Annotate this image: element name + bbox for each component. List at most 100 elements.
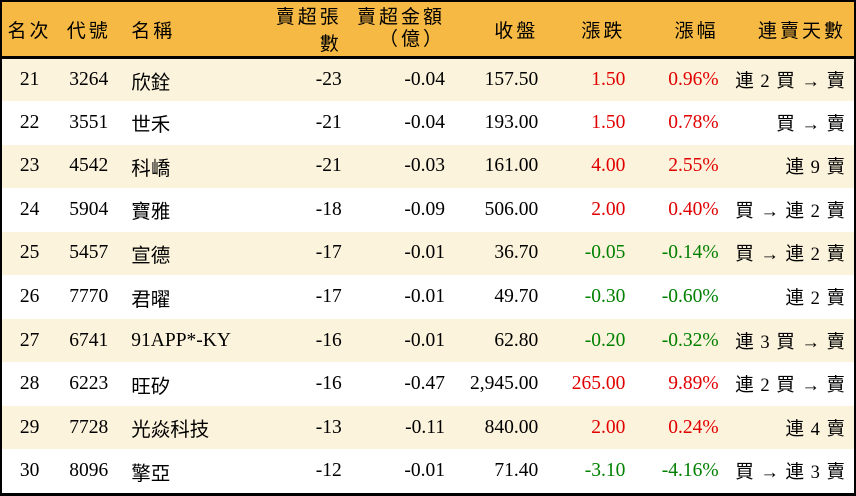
cell-amount: -0.01	[404, 460, 446, 482]
cell-streak: 連 9 賣	[785, 158, 846, 179]
header-rank: 名次	[2, 2, 58, 59]
cell-amount: -0.01	[404, 286, 446, 307]
cell-change-pct: 0.78%	[668, 111, 719, 133]
cell-close: 157.50	[484, 69, 539, 91]
cell-code: 5904	[69, 198, 109, 220]
cell-close: 71.40	[494, 460, 539, 482]
cell-name: 世禾	[131, 115, 171, 137]
cell-name: 君曜	[131, 289, 171, 311]
cell-name: 旺矽	[131, 376, 171, 398]
header-net-sell-amount-line1: 賣超金額	[357, 7, 446, 29]
cell-change-pct: -4.16%	[661, 460, 719, 482]
cell-amount: -0.01	[404, 242, 446, 264]
cell-name: 寶雅	[131, 202, 171, 224]
cell-streak: 買 → 連 2 賣	[735, 245, 846, 266]
cell-rank: 25	[19, 242, 40, 264]
cell-rank: 28	[19, 373, 40, 395]
table-row: 24 5904 寶雅 -18 -0.09 506.00 2.00 0.40% 買 → 連 2 賣	[2, 188, 854, 232]
header-net-sell-amount: 賣超金額 （億）	[347, 2, 454, 59]
cell-change: 4.00	[591, 155, 626, 177]
cell-rank: 26	[19, 286, 40, 307]
cell-code: 6741	[69, 329, 109, 351]
cell-name: 科嶠	[131, 158, 171, 180]
cell-volume: -21	[315, 111, 342, 133]
cell-change: -0.20	[584, 329, 626, 351]
cell-code: 3551	[69, 111, 109, 133]
cell-code: 7728	[69, 416, 109, 438]
cell-amount: -0.11	[405, 416, 446, 438]
table-header: 名次 代號 名稱 賣超張數 賣超金額 （億） 收盤 漲跌 漲幅 連賣天數	[2, 2, 854, 59]
header-change-pct: 漲幅	[631, 2, 721, 59]
cell-streak: 買 → 連 3 賣	[735, 463, 846, 484]
cell-name: 光焱科技	[131, 420, 210, 442]
cell-volume: -18	[315, 198, 342, 220]
cell-volume: -17	[315, 242, 342, 264]
cell-code: 3264	[69, 69, 109, 91]
cell-close: 840.00	[484, 416, 539, 438]
cell-volume: -16	[315, 373, 342, 395]
cell-change: 2.00	[591, 198, 626, 220]
cell-amount: -0.47	[404, 373, 446, 395]
table-row: 26 7770 君曜 -17 -0.01 49.70 -0.30 -0.60% 連 2 賣	[2, 275, 854, 319]
cell-streak: 連 2 買 → 賣	[735, 72, 846, 93]
header-name: 名稱	[120, 2, 265, 59]
cell-name: 宣德	[131, 245, 171, 267]
cell-name: 91APP*-KY	[131, 329, 231, 351]
table-row: 28 6223 旺矽 -16 -0.47 2,945.00 265.00 9.89% 連 2 買…	[2, 362, 854, 406]
cell-volume: -21	[315, 155, 342, 177]
table-row: 22 3551 世禾 -21 -0.04 193.00 1.50 0.78% 買 → 賣	[2, 101, 854, 145]
cell-volume: -12	[315, 460, 342, 482]
cell-rank: 27	[19, 329, 40, 351]
cell-amount: -0.09	[404, 198, 446, 220]
table-row: 23 4542 科嶠 -21 -0.03 161.00 4.00 2.55% 連 9 賣	[2, 144, 854, 189]
cell-code: 5457	[69, 242, 109, 264]
cell-rank: 23	[19, 155, 40, 177]
cell-change-pct: 0.96%	[668, 69, 719, 91]
cell-change-pct: 9.89%	[668, 373, 719, 395]
cell-rank: 21	[19, 69, 40, 91]
cell-change-pct: 2.55%	[668, 155, 719, 177]
cell-code: 8096	[69, 460, 109, 482]
cell-rank: 30	[19, 460, 40, 482]
table-row: 30 8096 擎亞 -12 -0.01 71.40 -3.10 -4.16% 買 → 連 3 …	[2, 449, 854, 493]
cell-streak: 買 → 賣	[776, 114, 846, 135]
cell-amount: -0.04	[404, 111, 446, 133]
cell-streak: 連 2 買 → 賣	[735, 376, 846, 397]
cell-amount: -0.01	[404, 329, 446, 351]
table-row: 29 7728 光焱科技 -13 -0.11 840.00 2.00 0.24% 連 4 賣	[2, 405, 854, 450]
cell-change-pct: -0.60%	[661, 286, 719, 307]
header-change: 漲跌	[542, 2, 632, 59]
header-sell-streak: 連賣天數	[720, 2, 854, 59]
table-body: 21 3264 欣銓 -23 -0.04 157.50 1.50 0.96% 連 2 買 → 賣…	[2, 57, 854, 493]
cell-close: 62.80	[494, 329, 539, 351]
cell-change: 265.00	[571, 373, 626, 395]
cell-close: 49.70	[494, 286, 539, 307]
cell-code: 7770	[69, 286, 109, 307]
cell-code: 6223	[69, 373, 109, 395]
table-row: 21 3264 欣銓 -23 -0.04 157.50 1.50 0.96% 連 2 買 → 賣	[2, 57, 854, 102]
cell-change: 1.50	[591, 111, 626, 133]
cell-change-pct: -0.14%	[661, 242, 719, 264]
cell-close: 36.70	[494, 242, 539, 264]
header-net-sell-volume: 賣超張數	[264, 2, 348, 59]
cell-volume: -17	[315, 286, 342, 307]
header-close: 收盤	[453, 2, 543, 59]
header-row: 名次 代號 名稱 賣超張數 賣超金額 （億） 收盤 漲跌 漲幅 連賣天數	[2, 2, 854, 59]
cell-close: 161.00	[484, 155, 539, 177]
cell-amount: -0.03	[404, 155, 446, 177]
cell-change: 1.50	[591, 69, 626, 91]
cell-streak: 連 3 買 → 賣	[735, 332, 846, 353]
cell-streak: 連 2 賣	[785, 289, 846, 309]
cell-name: 擎亞	[131, 463, 171, 485]
cell-change: -0.30	[584, 286, 626, 307]
cell-close: 506.00	[484, 198, 539, 220]
cell-rank: 24	[19, 198, 40, 220]
cell-name: 欣銓	[131, 72, 171, 94]
cell-amount: -0.04	[404, 69, 446, 91]
table-row: 27 6741 91APP*-KY -16 -0.01 62.80 -0.20 -0.32% 連…	[2, 318, 854, 363]
cell-change: -3.10	[584, 460, 626, 482]
cell-close: 2,945.00	[469, 373, 539, 395]
cell-volume: -13	[315, 416, 342, 438]
